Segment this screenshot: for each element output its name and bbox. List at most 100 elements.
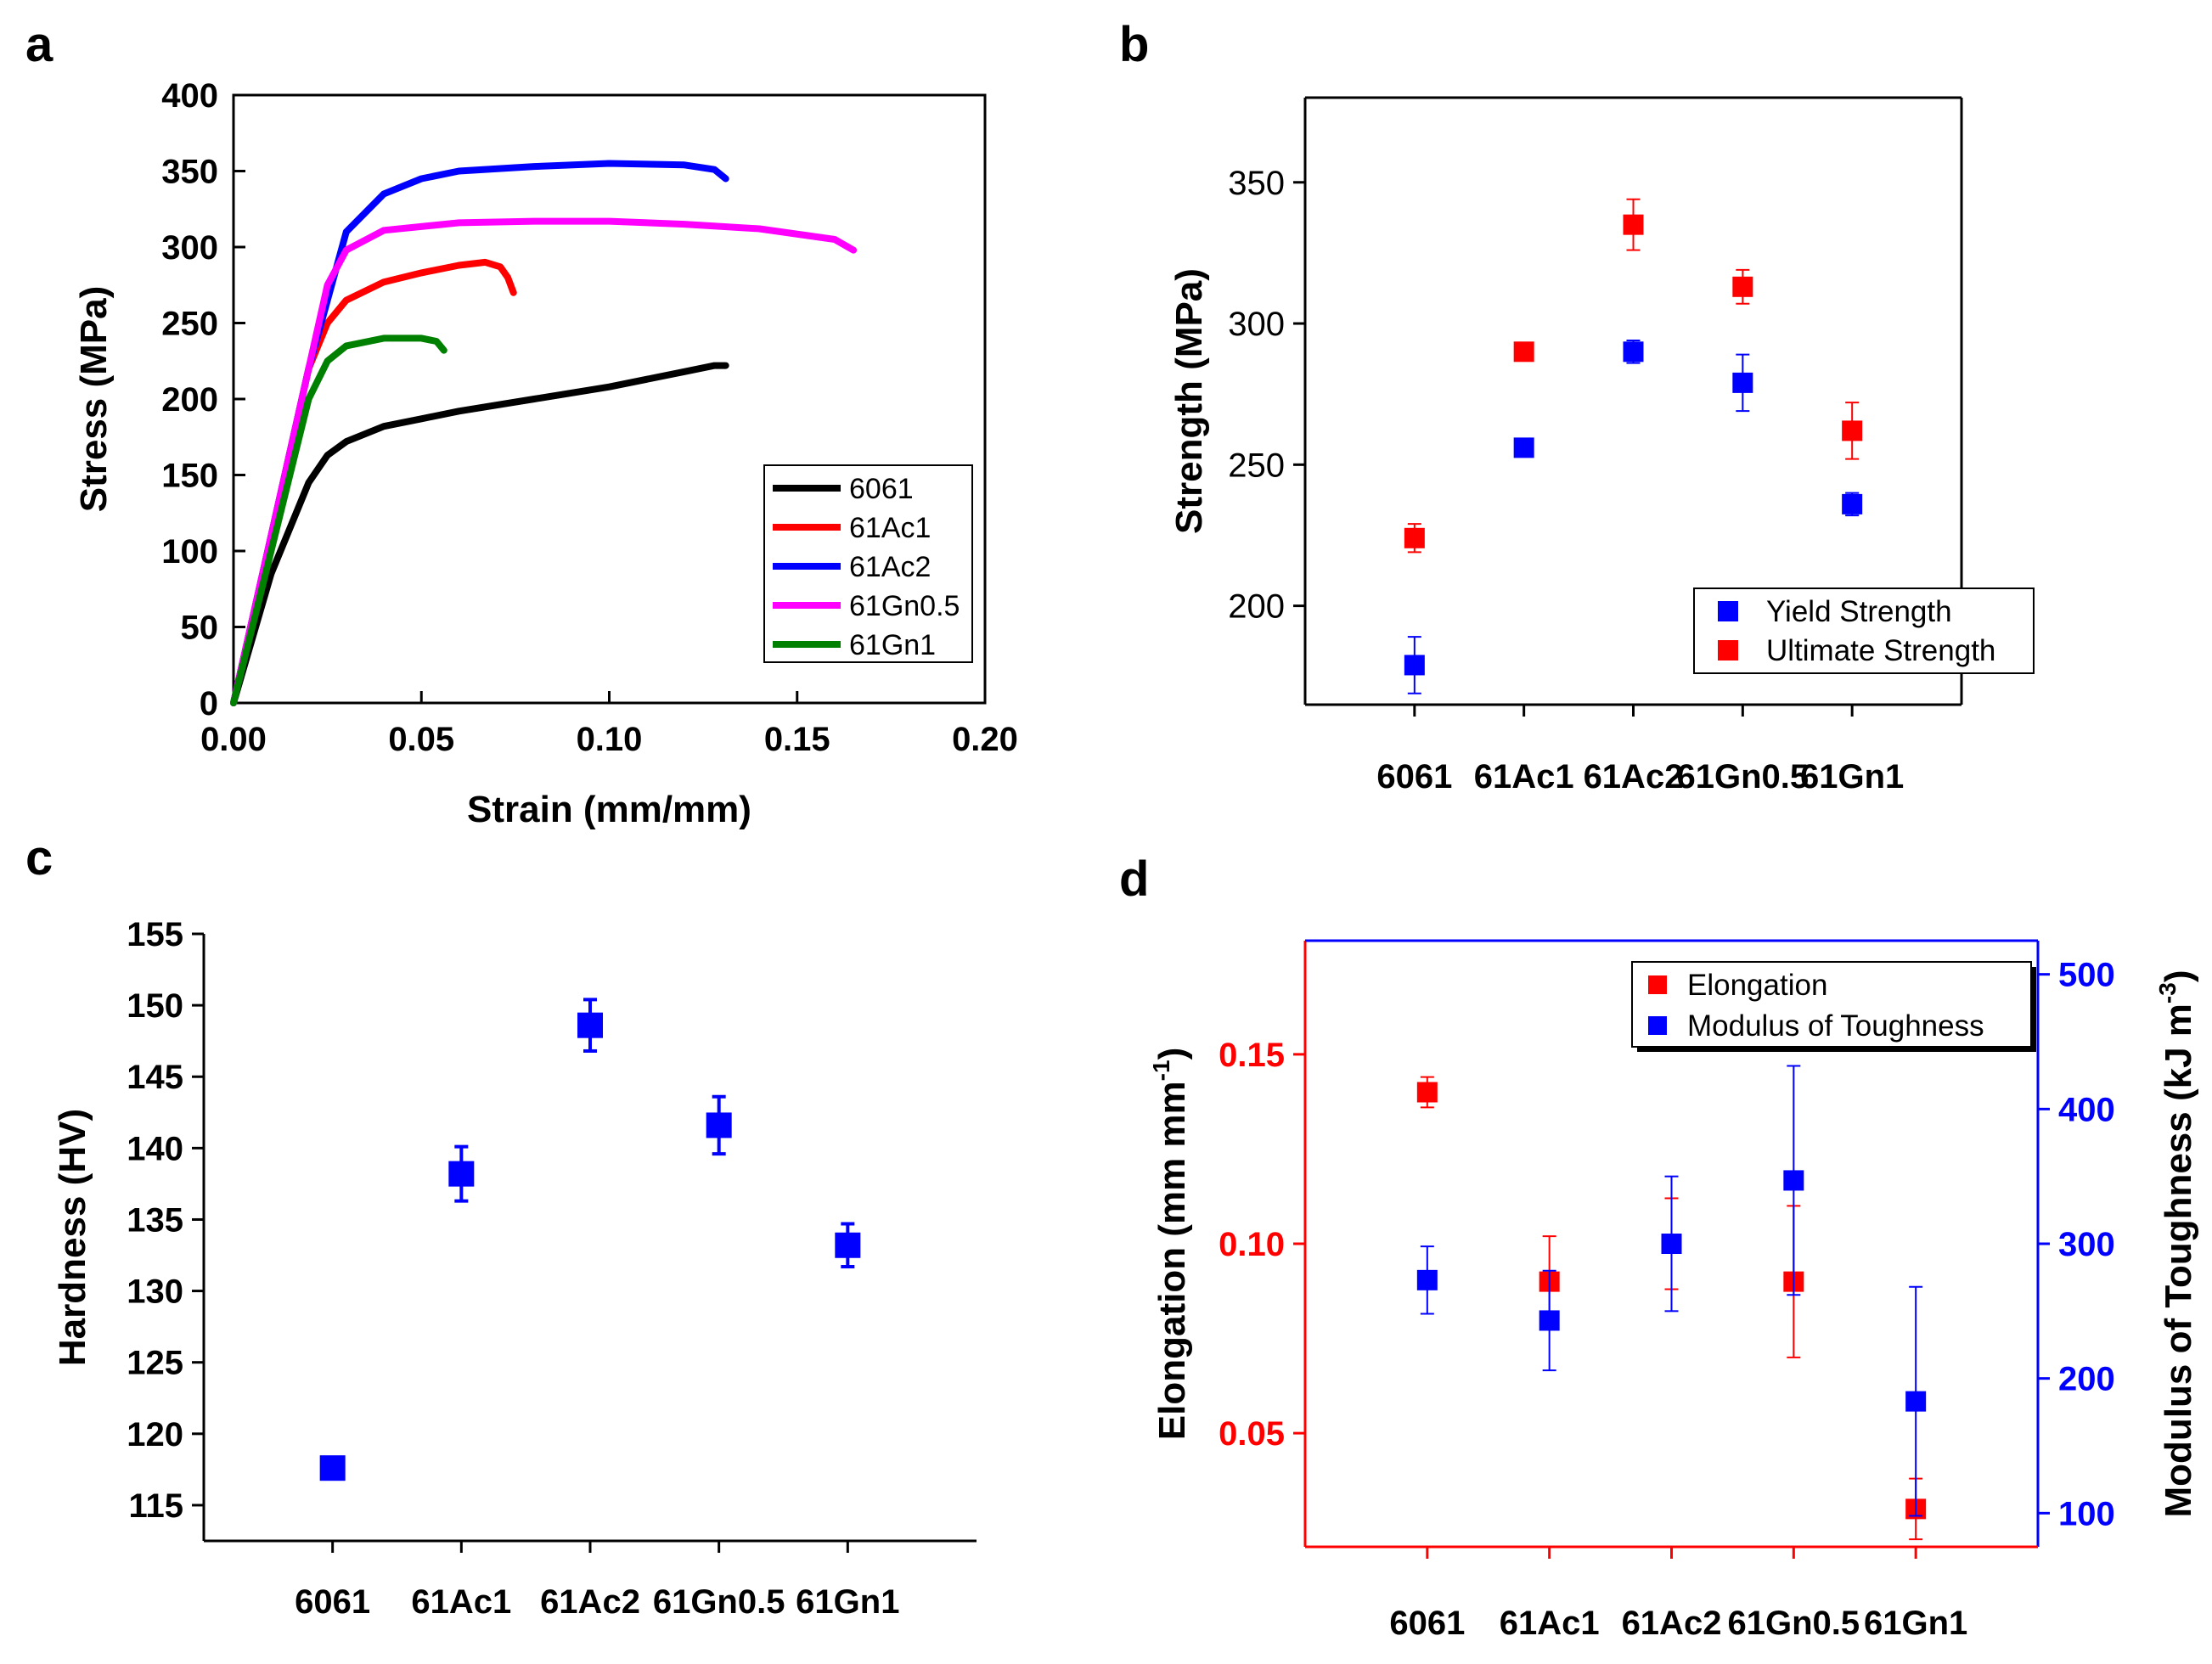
point-yield-strength-6061 xyxy=(1404,655,1425,676)
y-axis-label-right-main: Modulus of Toughness (kJ m xyxy=(2158,1003,2199,1517)
y-tick-label-left: 0.05 xyxy=(1219,1415,1285,1453)
series-line-61gn1 xyxy=(230,334,447,706)
point-ultimate-strength-61gn0-5 xyxy=(1732,276,1753,297)
legend-label-yield-strength: Yield Strength xyxy=(1766,595,1952,628)
y-axis-label-right: Modulus of Toughness (kJ m-3) xyxy=(2154,970,2199,1518)
legend-swatch-ultimate-strength xyxy=(1718,640,1738,661)
point-yield-strength-61gn1 xyxy=(1842,493,1863,514)
y-tick-label: 300 xyxy=(1228,306,1285,343)
x-tick-label: 61Gn0.5 xyxy=(1728,1605,1860,1642)
legend-box xyxy=(1631,961,2032,1048)
series-line-61ac1 xyxy=(230,258,517,706)
legend-label-61ac2: 61Ac2 xyxy=(849,551,931,583)
y-tick-label: 350 xyxy=(1228,165,1285,202)
point-hardness-61gn1 xyxy=(835,1232,861,1258)
legend-box xyxy=(1693,587,2035,674)
y-tick-label: 115 xyxy=(128,1487,183,1525)
point-ultimate-strength-61ac2 xyxy=(1623,214,1644,235)
x-tick-label: 61Ac1 xyxy=(1500,1605,1600,1642)
y-tick-label: 350 xyxy=(161,154,218,191)
panel-d-elongation-toughness-chart: 0.05 0.10 0.15 100 200 300 400 500 6061 61Ac1 61Ac… xyxy=(1148,939,2199,1642)
series-line-61gn0-5 xyxy=(230,217,858,706)
legend-label-61ac1: 61Ac1 xyxy=(849,512,931,544)
point-modulus-of-toughness-61gn1 xyxy=(1905,1391,1927,1412)
point-yield-strength-61gn0-5 xyxy=(1732,372,1753,393)
x-axis-label: Strain (mm/mm) xyxy=(467,789,751,830)
panel-a-stress-strain-chart: 0.00 0.05 0.10 0.15 0.20 0 50 100 150 200 250 300 35… xyxy=(73,77,1018,830)
legend-label-61gn1: 61Gn1 xyxy=(849,629,936,661)
point-hardness-6061 xyxy=(319,1455,346,1481)
y-tick-label-left: 0.15 xyxy=(1219,1037,1285,1074)
x-tick-label: 61Ac2 xyxy=(1622,1605,1722,1642)
y-tick-label: 120 xyxy=(127,1416,183,1453)
y-tick-label-right: 400 xyxy=(2058,1091,2115,1128)
x-tick-label: 61Ac1 xyxy=(1474,758,1574,795)
y-tick-label: 130 xyxy=(127,1273,183,1311)
y-tick-label-right: 300 xyxy=(2058,1226,2115,1263)
legend-label-modulus-of-toughness: Modulus of Toughness xyxy=(1687,1009,1984,1043)
point-ultimate-strength-61ac1 xyxy=(1513,341,1534,363)
legend-label-ultimate-strength: Ultimate Strength xyxy=(1766,634,1995,667)
x-tick-label: 6061 xyxy=(1376,758,1452,795)
y-tick-label: 250 xyxy=(161,306,218,343)
y-tick-label: 100 xyxy=(161,533,218,571)
x-tick-label: 61Gn1 xyxy=(796,1583,899,1621)
series-line-61ac2 xyxy=(230,160,729,706)
panel-label-d: d xyxy=(1119,852,1149,907)
panel-label-c: c xyxy=(25,830,53,885)
y-tick-label: 155 xyxy=(127,916,183,953)
x-tick-label: 0.05 xyxy=(388,721,454,758)
y-tick-label: 135 xyxy=(127,1201,183,1239)
panel-c-hardness-chart: 115 120 125 130 135 140 145 150 155 6061 61Ac1 61Ac… xyxy=(52,916,977,1621)
legend-swatch-modulus-of-toughness xyxy=(1648,1016,1667,1035)
x-tick-label: 61Ac2 xyxy=(1584,758,1684,795)
legend-label-6061: 6061 xyxy=(849,473,914,505)
x-tick-label: 61Ac1 xyxy=(411,1583,511,1621)
legend-swatch-elongation xyxy=(1648,975,1667,994)
x-tick-label: 0.00 xyxy=(200,721,267,758)
x-tick-label: 6061 xyxy=(1389,1605,1465,1642)
point-ultimate-strength-6061 xyxy=(1404,527,1425,548)
y-tick-label-right: 200 xyxy=(2058,1361,2115,1398)
legend-label-elongation: Elongation xyxy=(1687,969,1827,1002)
x-tick-label: 0.20 xyxy=(952,721,1018,758)
y-axis-label-left-main: Elongation (mm mm xyxy=(1151,1081,1193,1440)
y-tick-label: 400 xyxy=(161,77,218,115)
y-axis-label-right-end: ) xyxy=(2158,970,2199,983)
y-axis-label-left-sup: -1 xyxy=(1148,1060,1174,1081)
x-tick-label: 61Gn1 xyxy=(1864,1605,1967,1642)
x-tick-label: 0.10 xyxy=(577,721,643,758)
point-hardness-61ac1 xyxy=(448,1161,475,1187)
point-ultimate-strength-61gn1 xyxy=(1842,420,1863,441)
y-axis-label-right-sup: -3 xyxy=(2154,982,2181,1003)
y-tick-label: 0 xyxy=(200,685,218,722)
y-tick-label: 140 xyxy=(127,1130,183,1167)
y-tick-label: 250 xyxy=(1228,447,1285,484)
y-tick-label: 150 xyxy=(127,987,183,1025)
point-elongation-6061 xyxy=(1416,1082,1438,1103)
y-tick-label: 200 xyxy=(161,381,218,419)
point-yield-strength-61ac1 xyxy=(1513,437,1534,458)
y-tick-label-right: 500 xyxy=(2058,957,2115,994)
y-axis-label: Strength (MPa) xyxy=(1168,268,1210,534)
point-yield-strength-61ac2 xyxy=(1623,341,1644,363)
y-tick-label: 145 xyxy=(127,1059,183,1096)
point-modulus-of-toughness-61gn0-5 xyxy=(1783,1170,1804,1191)
x-tick-label: 0.15 xyxy=(764,721,830,758)
y-axis-label-left: Elongation (mm mm-1) xyxy=(1148,1048,1193,1440)
y-axis-label: Stress (MPa) xyxy=(73,286,115,513)
x-tick-label: 61Gn0.5 xyxy=(653,1583,785,1621)
point-modulus-of-toughness-61ac2 xyxy=(1661,1234,1682,1254)
legend-label-61gn0-5: 61Gn0.5 xyxy=(849,590,960,622)
point-hardness-61gn0-5 xyxy=(706,1112,732,1138)
x-tick-label: 61Ac2 xyxy=(540,1583,640,1621)
point-modulus-of-toughness-6061 xyxy=(1416,1269,1438,1290)
y-tick-label: 150 xyxy=(161,458,218,495)
y-tick-label: 50 xyxy=(181,610,219,647)
x-tick-label: 61Gn1 xyxy=(1800,758,1904,795)
panel-label-b: b xyxy=(1119,17,1149,72)
point-hardness-61ac2 xyxy=(577,1012,603,1038)
series-line-6061 xyxy=(230,362,729,706)
